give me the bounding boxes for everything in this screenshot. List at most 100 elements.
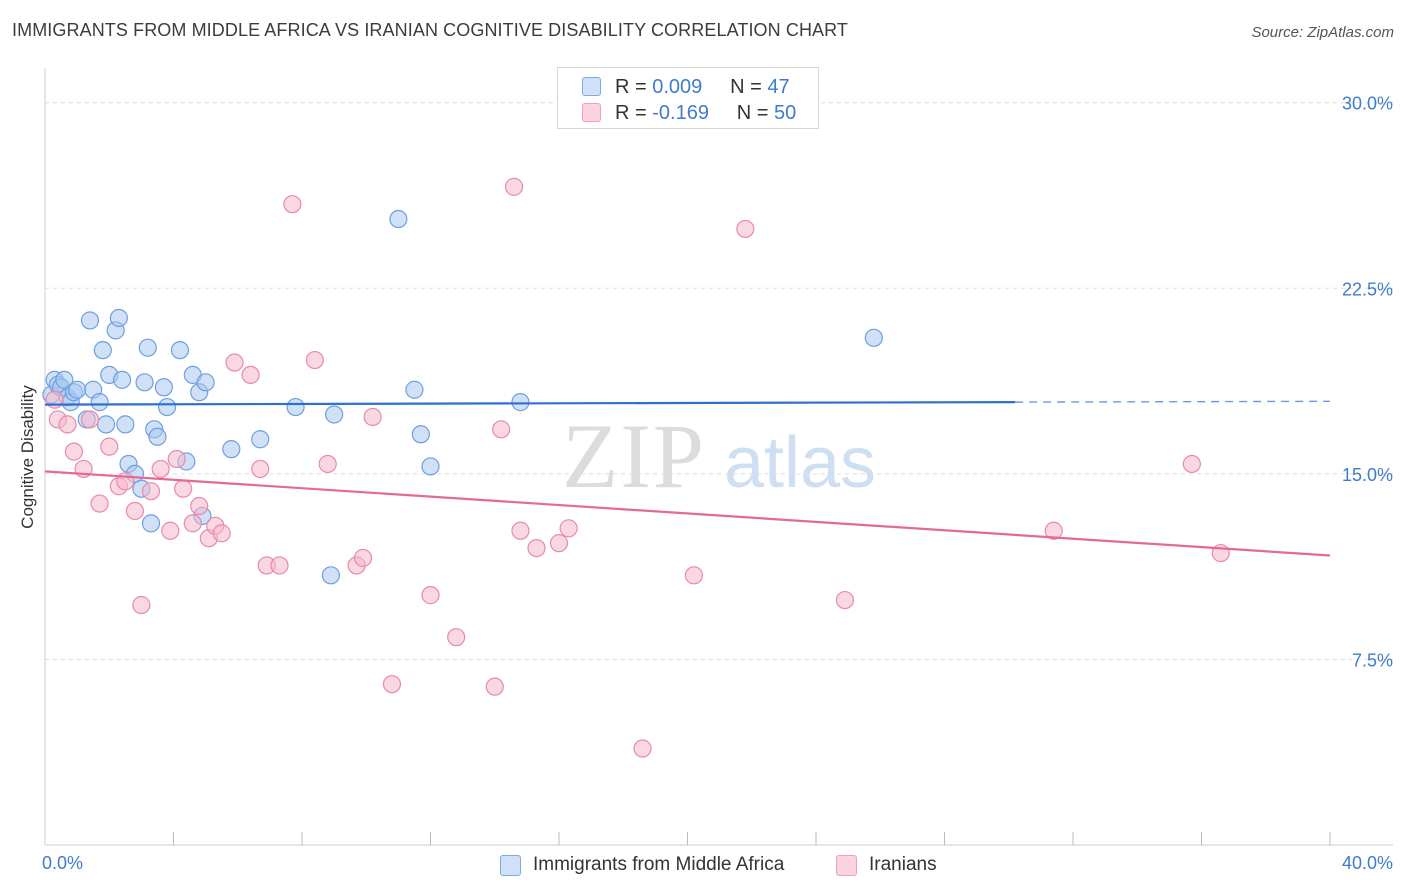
trend-lines (44, 400, 1331, 557)
point-iranians (270, 556, 289, 575)
source-label: Source: ZipAtlas.com (1251, 24, 1394, 41)
point-middle-africa (93, 341, 112, 360)
gridlines (45, 102, 1393, 660)
point-iranians (64, 442, 84, 461)
point-iranians (80, 410, 100, 429)
point-iranians (151, 459, 170, 479)
tick-labels: 7.5% 15.0% 22.5% 30.0% 0.0% 40.0% (42, 94, 1393, 873)
r-label: R = (615, 101, 647, 124)
point-middle-africa (90, 393, 109, 412)
y-tick-label: 7.5% (1352, 650, 1393, 670)
point-middle-africa (141, 514, 161, 533)
point-middle-africa (170, 341, 190, 360)
point-iranians (1044, 521, 1063, 540)
point-middle-africa (196, 373, 215, 392)
point-iranians (141, 482, 161, 501)
y-axis-label: Cognitive Disability (18, 385, 37, 529)
n-value: 50 (774, 101, 797, 124)
point-iranians (485, 677, 504, 696)
point-iranians (318, 454, 337, 474)
trend-line-extension (1015, 400, 1331, 403)
point-iranians (90, 494, 109, 513)
point-iranians (549, 534, 569, 553)
point-iranians (684, 566, 704, 585)
point-iranians (511, 521, 530, 540)
point-middle-africa (96, 415, 116, 434)
point-middle-africa (109, 308, 128, 328)
r-value: 0.009 (652, 75, 703, 98)
point-iranians (527, 538, 546, 558)
point-middle-africa (68, 380, 87, 399)
legend-label: Immigrants from Middle Africa (533, 854, 785, 875)
legend-swatch-pink (836, 854, 857, 876)
n-label: N = (730, 75, 762, 98)
point-middle-africa (116, 415, 135, 434)
data-points (42, 177, 1230, 758)
r-label: R = (615, 75, 647, 98)
point-middle-africa (55, 370, 74, 389)
n-label: N = (736, 101, 769, 124)
trend-line (44, 401, 1016, 406)
watermark: ZIP atlas (562, 405, 876, 507)
point-iranians (183, 514, 202, 533)
point-iranians (305, 350, 324, 370)
chart-title: IMMIGRANTS FROM MIDDLE AFRICA VS IRANIAN… (12, 20, 849, 40)
point-iranians (167, 449, 186, 469)
point-iranians (363, 407, 382, 427)
point-iranians (835, 590, 855, 610)
point-iranians (174, 479, 193, 498)
y-tick-label: 15.0% (1342, 465, 1393, 485)
point-iranians (283, 195, 302, 214)
watermark-atlas: atlas (724, 423, 876, 503)
point-middle-africa (325, 405, 344, 424)
point-iranians (132, 595, 151, 615)
point-iranians (241, 365, 260, 385)
point-iranians (225, 353, 244, 372)
point-iranians (1182, 454, 1201, 474)
point-middle-africa (135, 373, 154, 392)
point-iranians (161, 521, 180, 540)
point-middle-africa (286, 397, 305, 417)
legend-row-text: R = -0.169 N = 50 (615, 102, 796, 125)
legend-label: Iranians (869, 854, 937, 875)
point-middle-africa (251, 430, 270, 449)
point-iranians (504, 177, 524, 196)
point-middle-africa (511, 393, 530, 412)
legend-item-middle-africa: Immigrants from Middle Africa (500, 852, 784, 878)
point-middle-africa (112, 370, 132, 389)
legend-swatch-blue (582, 77, 601, 96)
point-iranians (447, 628, 466, 647)
point-iranians (736, 219, 755, 239)
point-middle-africa (321, 566, 341, 585)
point-iranians (212, 524, 231, 543)
r-value: -0.169 (652, 101, 709, 124)
legend-item-iranians: Iranians (836, 852, 937, 878)
legend-swatch-blue (500, 854, 521, 876)
point-iranians (58, 415, 77, 434)
point-middle-africa (157, 397, 177, 417)
point-iranians (492, 420, 511, 439)
point-iranians (421, 586, 440, 605)
point-middle-africa (389, 209, 408, 229)
legend-swatch-pink (582, 103, 601, 122)
x-tick-label: 40.0% (1342, 853, 1393, 873)
point-iranians (633, 739, 652, 758)
n-value: 47 (767, 75, 790, 98)
point-iranians (559, 519, 578, 538)
trend-line (44, 470, 1331, 557)
point-middle-africa (148, 427, 167, 446)
point-iranians (382, 675, 402, 694)
point-middle-africa (411, 425, 430, 444)
point-middle-africa (864, 328, 883, 347)
point-middle-africa (405, 380, 424, 399)
point-iranians (251, 459, 270, 479)
point-middle-africa (222, 440, 241, 459)
correlation-legend: R = 0.009 N = 47 R = -0.169 N = 50 (557, 67, 819, 129)
legend-row-text: R = 0.009 N = 47 (615, 76, 790, 99)
watermark-zip: ZIP (562, 405, 706, 507)
x-tick-label: 0.0% (42, 853, 83, 873)
point-middle-africa (421, 457, 440, 476)
y-tick-label: 30.0% (1342, 94, 1393, 114)
y-tick-label: 22.5% (1342, 279, 1393, 299)
